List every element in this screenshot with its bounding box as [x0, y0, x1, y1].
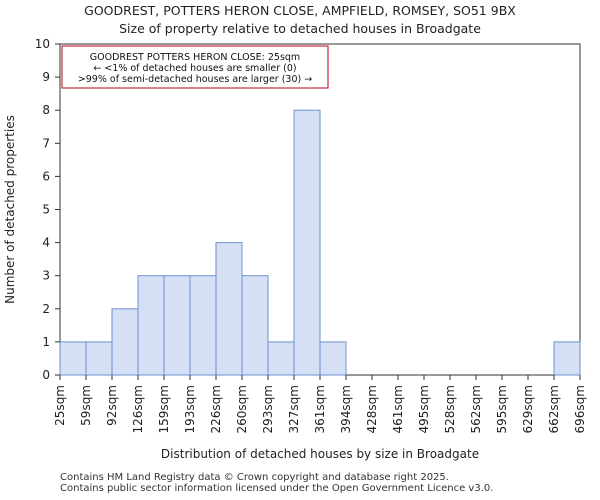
x-tick-label: 595sqm [495, 385, 509, 433]
x-tick-label: 562sqm [469, 385, 483, 433]
histogram-bar [293, 109, 321, 376]
x-tick-label: 159sqm [157, 385, 171, 433]
annotation-box [61, 45, 329, 89]
histogram-bar [267, 341, 295, 376]
y-tick-label: 2 [42, 302, 50, 316]
y-tick-label: 6 [42, 169, 50, 183]
x-tick-label: 696sqm [573, 385, 587, 433]
y-tick-label: 3 [42, 269, 50, 283]
x-tick-label: 361sqm [313, 385, 327, 433]
histogram-bar [59, 341, 87, 376]
x-tick-label: 193sqm [183, 385, 197, 433]
chart-title-block: GOODREST, POTTERS HERON CLOSE, AMPFIELD,… [0, 2, 600, 38]
x-tick-label: 226sqm [209, 385, 223, 433]
annotation-line: ← <1% of detached houses are smaller (0) [93, 63, 296, 74]
chart-subtitle: Size of property relative to detached ho… [119, 21, 481, 36]
x-tick-label: 293sqm [261, 385, 275, 433]
x-tick-label: 528sqm [443, 385, 457, 433]
histogram-bar [189, 275, 217, 376]
chart-title-address: GOODREST, POTTERS HERON CLOSE, AMPFIELD,… [84, 3, 516, 18]
x-tick-label: 461sqm [391, 385, 405, 433]
x-tick-label: 428sqm [365, 385, 379, 433]
y-tick-label: 10 [35, 37, 50, 51]
histogram-bar [85, 341, 113, 376]
histogram-bar [163, 275, 191, 376]
x-tick-label: 25sqm [53, 385, 67, 426]
histogram-bar [111, 308, 139, 376]
histogram-bar [553, 341, 581, 376]
attribution-footer: Contains HM Land Registry data © Crown c… [60, 472, 493, 494]
x-tick-label: 629sqm [521, 385, 535, 433]
x-tick-label: 59sqm [79, 385, 93, 426]
x-tick-label: 92sqm [105, 385, 119, 426]
y-tick-label: 1 [42, 335, 50, 349]
footer-licence: Contains public sector information licen… [60, 483, 494, 494]
y-tick-label: 5 [42, 203, 50, 217]
y-tick-label: 9 [42, 70, 50, 84]
annotation-line: >99% of semi-detached houses are larger … [78, 74, 312, 85]
y-tick-label: 8 [42, 103, 50, 117]
x-tick-label: 260sqm [235, 385, 249, 433]
x-axis-title: Distribution of detached houses by size … [161, 447, 479, 461]
footer-copyright: Contains HM Land Registry data © Crown c… [60, 472, 449, 483]
y-tick-label: 4 [42, 236, 50, 250]
annotation-line: GOODREST POTTERS HERON CLOSE: 25sqm [90, 52, 300, 63]
x-tick-label: 394sqm [339, 385, 353, 433]
x-tick-label: 126sqm [131, 385, 145, 433]
x-tick-label: 662sqm [547, 385, 561, 433]
y-tick-label: 7 [42, 136, 50, 150]
histogram-bar [137, 275, 165, 376]
histogram-bar [319, 341, 347, 376]
histogram-bar [215, 242, 243, 376]
y-tick-label: 0 [42, 368, 50, 382]
x-tick-label: 495sqm [417, 385, 431, 433]
x-tick-label: 327sqm [287, 385, 301, 433]
y-axis-title: Number of detached properties [3, 115, 17, 304]
histogram-bar [241, 275, 269, 376]
